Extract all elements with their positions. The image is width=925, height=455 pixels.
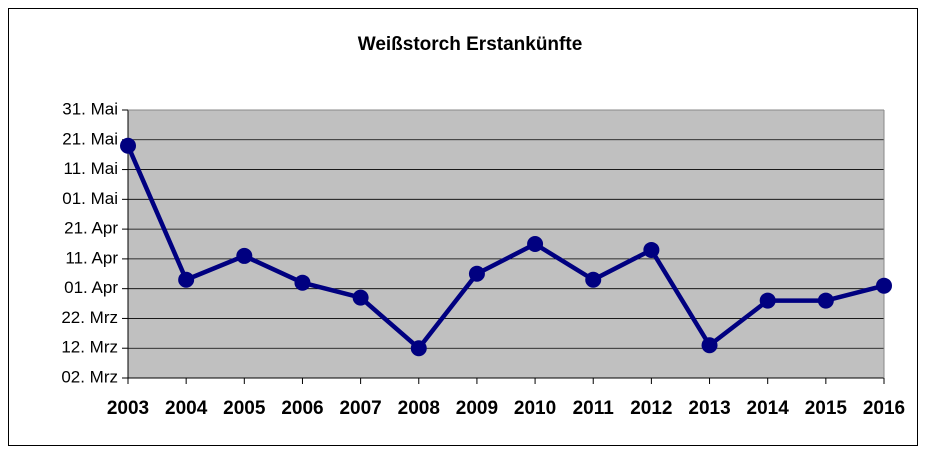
plot-area	[128, 110, 884, 378]
point	[236, 247, 253, 264]
x-tick-label: 2013	[688, 398, 730, 419]
x-tick-label: 2016	[863, 398, 905, 419]
y-tick-label: 21. Mai	[62, 129, 118, 148]
chart-title: Weißstorch Erstankünfte	[358, 34, 583, 55]
point	[178, 271, 195, 288]
series-line	[125, 144, 885, 351]
point	[643, 241, 660, 258]
point	[701, 337, 718, 354]
x-tick-label: 2006	[281, 398, 323, 419]
x-tick-label: 2012	[630, 398, 672, 419]
point	[120, 137, 136, 154]
x-tick-label: 2004	[165, 398, 208, 419]
point	[759, 292, 776, 309]
y-tick-label: 01. Mai	[62, 189, 118, 208]
y-tick-label: 11. Mai	[64, 159, 119, 178]
y-tick-label: 21. Apr	[64, 219, 118, 238]
point	[585, 271, 602, 288]
x-tick-label: 2007	[339, 398, 381, 419]
point	[527, 236, 544, 252]
y-tick-label: 11. Apr	[65, 248, 118, 267]
y-tick-label: 02. Mrz	[61, 367, 118, 386]
point	[817, 292, 834, 309]
y-tick-label: 31. Mai	[62, 99, 118, 118]
x-tick-label: 2010	[514, 398, 556, 419]
point	[410, 340, 427, 357]
x-tick-label: 2008	[398, 398, 440, 419]
x-tick-label: 2009	[456, 398, 498, 419]
x-tick-label: 2003	[107, 398, 149, 419]
point	[468, 265, 485, 282]
x-tick-label: 2015	[805, 398, 848, 419]
x-tick-label: 2011	[573, 398, 615, 419]
y-tick-label: 22. Mrz	[61, 308, 118, 327]
x-tick-label: 2005	[223, 398, 266, 419]
y-tick-label: 01. Apr	[64, 278, 118, 297]
point	[294, 274, 311, 291]
point	[352, 289, 369, 306]
point	[876, 277, 892, 294]
x-tick-label: 2014	[747, 398, 790, 419]
y-tick-label: 12. Mrz	[61, 338, 118, 357]
